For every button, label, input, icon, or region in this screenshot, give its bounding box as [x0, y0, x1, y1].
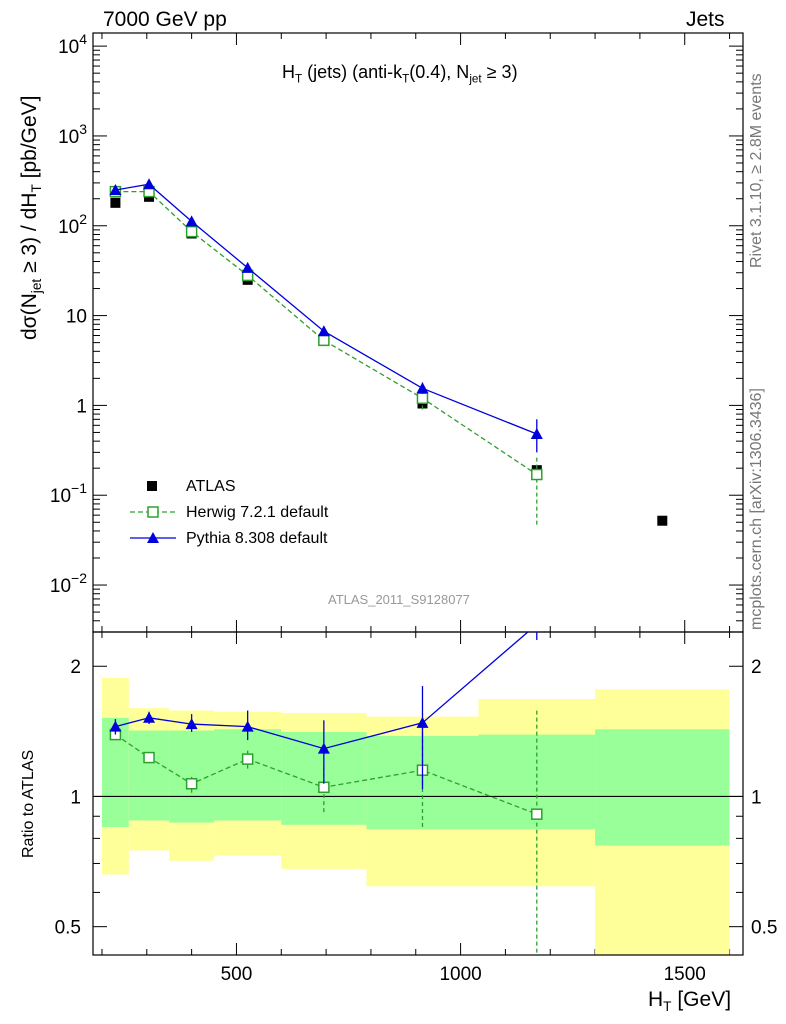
ylabel-sub: T [29, 184, 45, 193]
title-part: (jets) (anti-k [302, 62, 403, 82]
x-axis-label: HT [GeV] [648, 988, 731, 1014]
title-part: (0.4), N [409, 62, 470, 82]
plot-title: HT (jets) (anti-kT(0.4), Njet ≥ 3) [282, 62, 518, 86]
pythia-point [416, 382, 429, 394]
y-tick-label: 104 [58, 31, 87, 58]
uncertainty-band-inner [595, 729, 730, 846]
pythia-ratio-point [143, 711, 156, 723]
title-sub: T [295, 72, 303, 86]
title-part: ≥ 3) [481, 62, 518, 82]
ylabel-sub: jet [29, 278, 45, 294]
x-tick-label: 500 [221, 964, 253, 985]
herwig-ratio-point [185, 777, 198, 790]
ylabel-part: ≥ 3) / dH [18, 192, 41, 279]
x-tick-label: 1000 [439, 964, 481, 985]
ratio-y-tick-label-left: 0.5 [55, 918, 81, 939]
pythia-ratio-point [185, 718, 198, 730]
pythia-point [241, 261, 254, 273]
legend-label-pythia: Pythia 8.308 default [186, 530, 328, 547]
legend-label-herwig: Herwig 7.2.1 default [186, 504, 329, 521]
y-axis-label-ratio: Ratio to ATLAS [20, 749, 37, 858]
ratio-y-tick-label-left: 2 [70, 657, 81, 678]
uncertainty-band-inner [214, 729, 282, 821]
legend-marker-pythia [147, 532, 159, 543]
y-tick-label: 102 [58, 211, 87, 238]
pythia-ratio-point [531, 618, 543, 629]
ratio-y-tick-label-right: 0.5 [751, 918, 777, 939]
title-sub: jet [469, 72, 482, 86]
ylabel-part: dσ(N [18, 293, 41, 340]
pythia-point [530, 428, 543, 440]
pythia-ratio-point [317, 742, 330, 754]
pythia-ratio-point [109, 720, 122, 732]
y-tick-label: 1 [76, 396, 87, 417]
xlabel-part: [GeV] [671, 988, 732, 1011]
title-part: H [282, 62, 295, 82]
herwig-ratio-point [318, 781, 330, 794]
pythia-point [317, 325, 330, 337]
xlabel-part: H [648, 988, 664, 1011]
atlas-data-point [110, 197, 121, 208]
uncertainty-band-inner [128, 730, 170, 821]
y-tick-label: 10 [66, 307, 87, 328]
main-series-group [109, 178, 668, 526]
y-tick-label: 103 [58, 121, 87, 148]
pythia-ratio-point [416, 716, 429, 728]
mcplots-reference-label: mcplots.cern.ch [arXiv:1306.3436] [748, 388, 765, 630]
ratio-y-tick-label-left: 1 [70, 787, 81, 808]
pythia-line [115, 183, 538, 435]
analysis-type-label: Jets [686, 8, 725, 31]
herwig-point [185, 225, 198, 238]
herwig-ratio-point [143, 751, 155, 764]
pythia-point [185, 215, 198, 227]
process-label: 7000 GeV pp [103, 8, 227, 31]
herwig-point [531, 468, 543, 481]
herwig-point [318, 334, 330, 347]
title-sub: T [402, 72, 410, 86]
legend-marker-atlas [147, 481, 157, 491]
pythia-ratio-point [241, 720, 254, 732]
pythia-point [109, 184, 122, 196]
atlas-data-point [657, 515, 668, 526]
rivet-version-label: Rivet 3.1.10, ≥ 2.8M events [748, 73, 765, 268]
herwig-ratio-point [241, 753, 254, 765]
legend-marker-herwig [147, 506, 159, 518]
analysis-watermark: ATLAS_2011_S9128077 [328, 592, 470, 607]
ratio-series-group [109, 618, 543, 955]
y-axis-label-main: dσ(Njet ≥ 3) / dHT [pb/GeV] [18, 95, 44, 340]
x-tick-label: 1500 [664, 964, 706, 985]
y-tick-label: 10−1 [50, 480, 87, 507]
ratio-y-tick-label-right: 2 [751, 657, 762, 678]
herwig-point [416, 392, 429, 405]
pythia-point [143, 178, 156, 190]
xlabel-sub: T [663, 999, 672, 1015]
legend-label-atlas: ATLAS [186, 478, 236, 495]
ratio-y-tick-label-right: 1 [751, 787, 762, 808]
ylabel-part: [pb/GeV] [18, 95, 41, 185]
y-tick-label: 10−2 [50, 570, 87, 597]
ratio-plot-frame [92, 631, 744, 956]
herwig-ratio-point [531, 808, 543, 820]
